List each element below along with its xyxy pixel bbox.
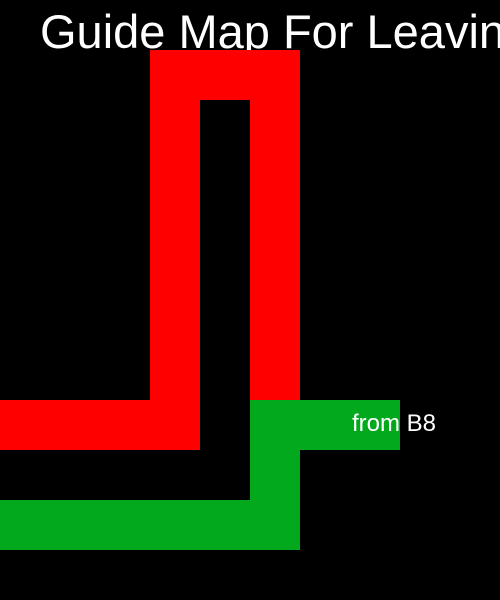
red-route-right-vertical [250, 50, 300, 400]
red-route-left-vertical [150, 50, 200, 450]
green-route-label: from B8 [352, 410, 437, 437]
green-route-lower-horizontal [0, 500, 300, 550]
map-title: Guide Map For Leaving [40, 5, 500, 58]
red-route-bottom-horizontal [0, 400, 200, 450]
